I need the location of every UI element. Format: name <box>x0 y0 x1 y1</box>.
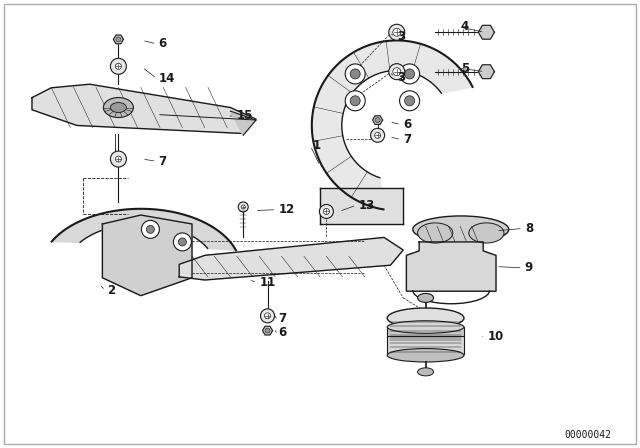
Ellipse shape <box>413 216 509 243</box>
Text: 2: 2 <box>108 284 116 297</box>
Polygon shape <box>372 116 383 125</box>
Polygon shape <box>113 35 124 44</box>
Circle shape <box>110 151 127 167</box>
Ellipse shape <box>468 223 504 243</box>
Circle shape <box>393 28 401 36</box>
Polygon shape <box>320 188 403 224</box>
Text: 7: 7 <box>159 155 167 168</box>
Text: 4: 4 <box>461 20 469 34</box>
Circle shape <box>374 132 381 138</box>
Polygon shape <box>52 209 236 250</box>
Ellipse shape <box>418 368 434 376</box>
Bar <box>387 327 464 337</box>
Ellipse shape <box>387 349 464 362</box>
Ellipse shape <box>387 308 464 328</box>
Circle shape <box>265 328 270 333</box>
Text: 5: 5 <box>461 61 469 75</box>
Text: 1: 1 <box>312 139 321 152</box>
Text: 12: 12 <box>278 203 294 216</box>
Polygon shape <box>312 40 472 209</box>
Text: 7: 7 <box>278 311 287 325</box>
Ellipse shape <box>417 223 453 243</box>
Circle shape <box>399 64 420 84</box>
Polygon shape <box>32 84 256 134</box>
Circle shape <box>393 68 401 76</box>
Text: 13: 13 <box>358 198 374 212</box>
Polygon shape <box>406 242 496 291</box>
Circle shape <box>147 225 154 233</box>
Text: 10: 10 <box>488 329 504 343</box>
Text: 3: 3 <box>397 30 405 43</box>
Circle shape <box>260 309 275 323</box>
Circle shape <box>319 204 333 219</box>
Polygon shape <box>479 65 494 78</box>
Polygon shape <box>230 111 256 135</box>
Circle shape <box>404 96 415 106</box>
Circle shape <box>389 24 405 40</box>
Circle shape <box>179 238 186 246</box>
Text: 6: 6 <box>159 37 167 51</box>
Ellipse shape <box>418 293 434 302</box>
Text: 15: 15 <box>237 109 253 122</box>
Polygon shape <box>262 326 273 335</box>
Ellipse shape <box>104 98 133 117</box>
Bar <box>387 336 464 354</box>
Text: 7: 7 <box>403 133 412 146</box>
Circle shape <box>173 233 191 251</box>
Text: 9: 9 <box>525 261 533 275</box>
Text: 3: 3 <box>397 70 405 84</box>
Circle shape <box>389 64 405 80</box>
Ellipse shape <box>110 103 127 112</box>
Text: 6: 6 <box>278 326 287 339</box>
Circle shape <box>116 37 121 42</box>
Circle shape <box>323 208 330 215</box>
Circle shape <box>345 64 365 84</box>
Circle shape <box>404 69 415 79</box>
Text: 11: 11 <box>259 276 275 289</box>
Circle shape <box>238 202 248 212</box>
Circle shape <box>350 96 360 106</box>
Circle shape <box>264 313 271 319</box>
Circle shape <box>115 63 122 69</box>
Text: 6: 6 <box>403 118 412 131</box>
Circle shape <box>371 128 385 142</box>
Polygon shape <box>102 215 192 296</box>
Text: 00000042: 00000042 <box>564 430 611 440</box>
Circle shape <box>375 117 380 123</box>
Circle shape <box>241 205 245 209</box>
Circle shape <box>345 91 365 111</box>
Polygon shape <box>479 26 494 39</box>
Circle shape <box>399 91 420 111</box>
Ellipse shape <box>387 321 464 333</box>
Polygon shape <box>179 237 403 280</box>
Circle shape <box>141 220 159 238</box>
Circle shape <box>350 69 360 79</box>
Circle shape <box>110 58 127 74</box>
Text: 8: 8 <box>525 222 533 235</box>
Text: 14: 14 <box>159 72 175 85</box>
Circle shape <box>115 156 122 162</box>
